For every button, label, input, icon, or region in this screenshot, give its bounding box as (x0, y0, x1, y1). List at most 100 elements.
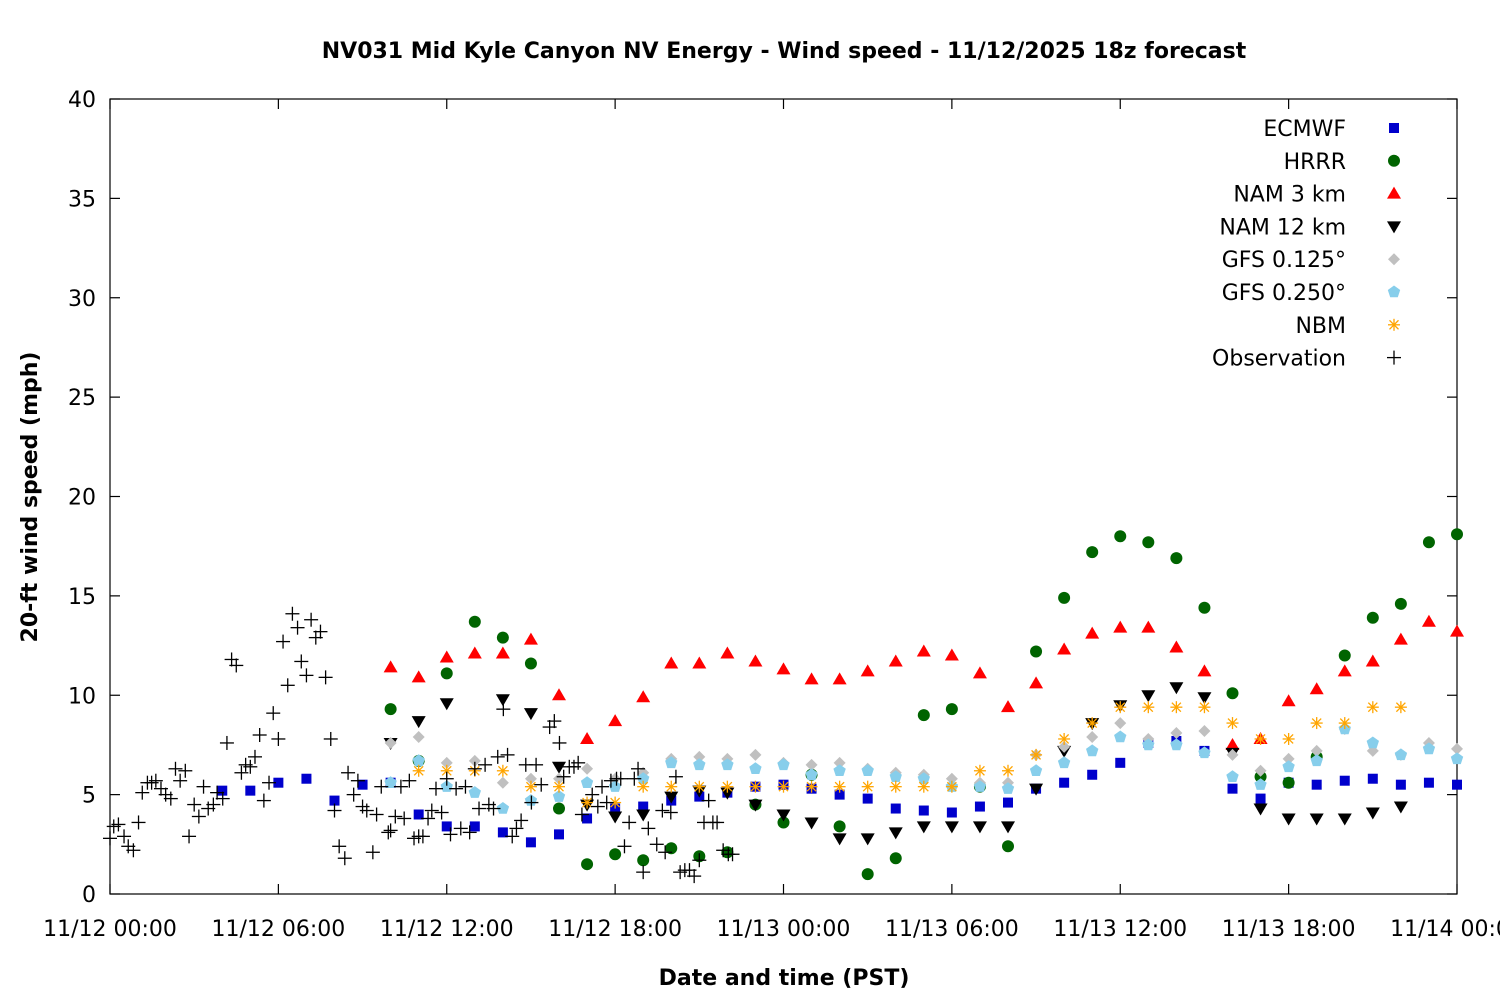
data-point (412, 754, 425, 767)
data-point (1395, 779, 1406, 790)
observation-point (323, 731, 338, 746)
data-point (413, 809, 424, 820)
data-point (749, 780, 762, 793)
data-point (525, 837, 536, 848)
data-point (944, 821, 959, 834)
data-point (804, 817, 819, 830)
data-point (1423, 777, 1434, 788)
data-point (496, 776, 509, 789)
data-point (1282, 752, 1295, 765)
data-point (552, 790, 566, 802)
data-point (581, 858, 594, 871)
observation-point (458, 779, 473, 794)
data-point (1337, 664, 1352, 677)
observation-point (725, 847, 740, 862)
observation-point (117, 829, 132, 844)
data-point (1394, 748, 1408, 761)
data-point (441, 821, 452, 832)
data-point (411, 670, 426, 683)
legend-marker (1387, 350, 1401, 365)
data-point (1450, 752, 1464, 765)
observation-point (627, 771, 642, 786)
observation-point (415, 829, 430, 844)
data-point (1030, 748, 1043, 761)
observation-point (574, 807, 589, 822)
data-point (1001, 782, 1015, 794)
observation-point (135, 785, 150, 800)
observation-point (332, 839, 347, 854)
observation-point (210, 785, 225, 800)
data-point (412, 730, 425, 743)
observation-point (478, 757, 493, 772)
x-tick-labels: 11/12 00:00 11/12 06:00 11/12 12:00 11/12 1… (43, 917, 1500, 942)
data-point (693, 780, 706, 793)
data-point (411, 716, 426, 729)
data-point (1085, 626, 1100, 639)
observation-point (247, 749, 262, 764)
legend-label: Observation (1212, 347, 1346, 372)
data-point (580, 776, 594, 788)
observation-point (486, 801, 501, 816)
observation-point (359, 803, 374, 818)
legend-label: ECMWF (1263, 117, 1346, 142)
data-point (1001, 700, 1015, 713)
data-point (1141, 690, 1156, 703)
data-point (1226, 717, 1239, 730)
observation-point (472, 801, 487, 816)
data-point (1422, 536, 1435, 549)
observation-point (424, 803, 439, 818)
observation-point (631, 761, 646, 776)
data-point (889, 770, 902, 782)
data-point (861, 780, 874, 793)
data-point (329, 795, 340, 806)
legend-label: GFS 0.250° (1222, 281, 1346, 306)
data-point (974, 801, 985, 812)
data-point (440, 756, 453, 769)
data-point (636, 809, 651, 822)
data-point (721, 758, 734, 771)
data-point (777, 816, 790, 829)
observation-point (341, 765, 356, 780)
data-point (1141, 620, 1156, 633)
x-tick-label: 11/12 12:00 (380, 917, 514, 942)
data-point (945, 772, 958, 785)
data-point (1225, 737, 1240, 750)
observation-point (182, 829, 197, 844)
data-point (1311, 779, 1322, 790)
data-point (1003, 797, 1013, 808)
data-point (1226, 770, 1239, 782)
data-point (468, 786, 481, 798)
observation-point (590, 799, 605, 814)
data-point (581, 796, 594, 809)
data-point (918, 805, 929, 816)
observation-point (148, 773, 163, 788)
observation-point (547, 714, 562, 729)
data-point (468, 615, 481, 628)
data-point (721, 780, 734, 793)
data-point (1452, 779, 1462, 790)
observation-point (234, 765, 249, 780)
data-point (832, 672, 847, 685)
data-point (1170, 701, 1183, 714)
observation-point (514, 813, 529, 828)
observation-point (280, 678, 295, 693)
data-point (1029, 783, 1044, 796)
legend-marker (1389, 123, 1399, 133)
observation-point (290, 620, 305, 635)
data-point (805, 768, 818, 780)
observation-point (163, 791, 178, 806)
x-tick-label: 11/13 00:00 (717, 917, 851, 942)
observation-point (710, 815, 725, 830)
data-point (972, 821, 987, 834)
data-point (636, 690, 651, 703)
data-point (833, 820, 846, 833)
observation-point (524, 795, 539, 810)
data-point (1114, 730, 1127, 743)
data-point (1365, 654, 1380, 667)
observation-point (256, 793, 271, 808)
data-point (1339, 775, 1350, 786)
data-point (1142, 738, 1155, 751)
legend-marker (1388, 318, 1400, 331)
observation-point (381, 825, 396, 840)
data-point (638, 801, 649, 812)
